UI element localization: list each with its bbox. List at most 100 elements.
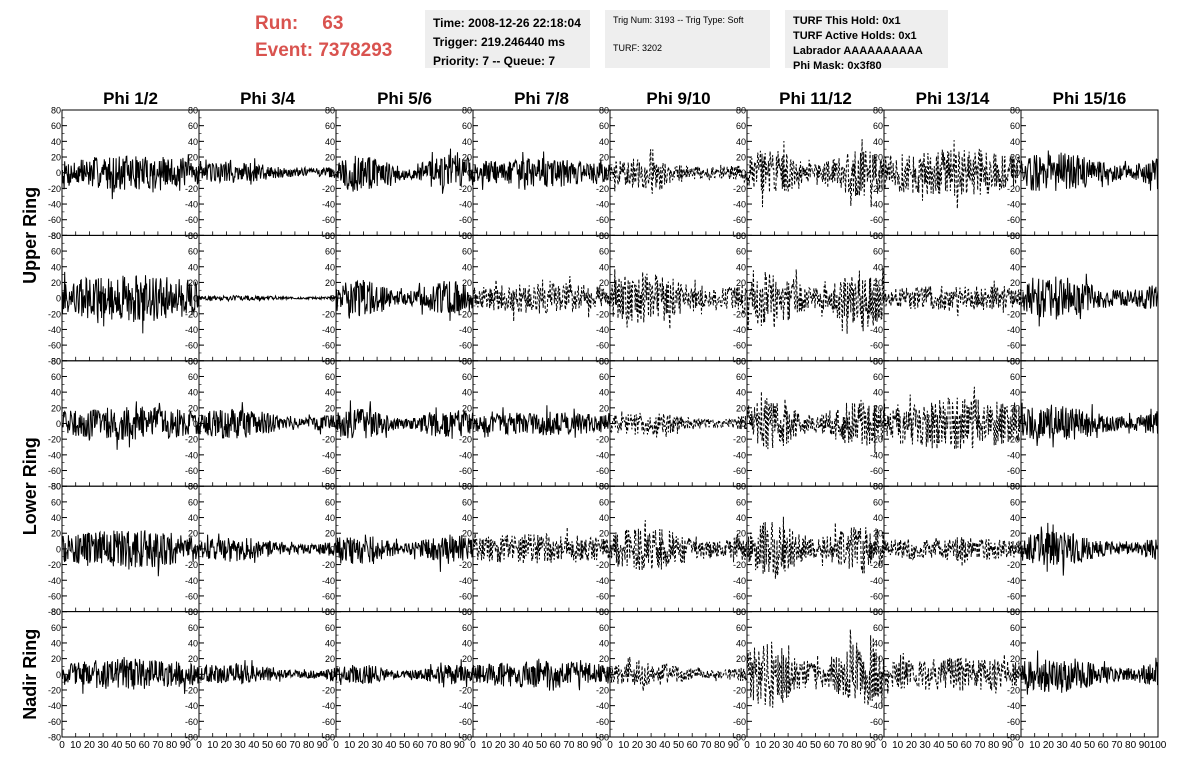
waveform-r4-c2 (198, 533, 337, 563)
y-tick-label-r2-c8: 60 (1010, 247, 1020, 257)
y-tick-label-r2-c5: 60 (599, 247, 609, 257)
y-tick-label-r4-c4: -40 (459, 576, 472, 586)
y-tick-label-r1-c8: 40 (1010, 137, 1020, 147)
x-tick-label-c7: 80 (988, 740, 1000, 751)
x-tick-label-c1: 50 (125, 740, 137, 751)
waveform-r1-c2 (198, 158, 336, 185)
y-tick-label-r4-c4: 80 (462, 482, 472, 492)
y-tick-label-r1-c2: 60 (188, 121, 198, 131)
y-tick-label-r4-c6: 80 (736, 482, 746, 492)
y-tick-label-r2-c1: -60 (48, 341, 61, 351)
x-tick-label-c7: 0 (881, 740, 887, 751)
y-tick-label-r5-c2: 20 (188, 654, 198, 664)
y-tick-label-r5-c8: -60 (1007, 717, 1020, 727)
y-tick-label-r3-c7: 40 (873, 388, 883, 398)
y-tick-label-r5-c7: -60 (870, 717, 883, 727)
y-tick-label-r3-c8: 0 (1015, 419, 1020, 429)
y-tick-label-r3-c6: 20 (736, 403, 746, 413)
y-tick-label-r5-c7: -80 (870, 733, 883, 743)
y-tick-label-r2-c4: -20 (459, 309, 472, 319)
y-tick-label-r5-c8: -80 (1007, 733, 1020, 743)
x-tick-label-c8: 90 (1139, 740, 1151, 751)
y-tick-label-r3-c1: 60 (51, 372, 61, 382)
x-tick-label-c7: 70 (974, 740, 986, 751)
y-tick-label-r3-c6: 80 (736, 356, 746, 366)
y-tick-label-r5-c7: 80 (873, 607, 883, 617)
y-tick-label-r5-c1: 20 (51, 654, 61, 664)
y-tick-label-r5-c2: -20 (185, 685, 198, 695)
x-tick-label-c4: 70 (563, 740, 575, 751)
x-tick-label-c7: 60 (961, 740, 973, 751)
y-tick-label-r5-c7: 0 (878, 670, 883, 680)
y-tick-label-r3-c2: -40 (185, 450, 198, 460)
y-tick-label-r4-c4: 0 (467, 544, 472, 554)
y-tick-label-r3-c1: -60 (48, 466, 61, 476)
y-tick-label-r2-c2: -60 (185, 341, 198, 351)
y-tick-label-r5-c7: 20 (873, 654, 883, 664)
y-tick-label-r3-c2: 20 (188, 403, 198, 413)
waveform-r4-c8 (1020, 522, 1159, 576)
y-tick-label-r2-c5: 0 (604, 294, 609, 304)
y-tick-label-r4-c7: -60 (870, 591, 883, 601)
y-tick-label-r1-c1: -40 (48, 200, 61, 210)
x-tick-label-c1: 20 (84, 740, 96, 751)
y-tick-label-r2-c1: -20 (48, 309, 61, 319)
y-tick-label-r2-c8: -40 (1007, 325, 1020, 335)
x-tick-label-c3: 30 (372, 740, 384, 751)
y-tick-label-r3-c7: 80 (873, 356, 883, 366)
y-tick-label-r4-c5: 0 (604, 544, 609, 554)
y-tick-label-r2-c5: -20 (596, 309, 609, 319)
y-tick-label-r2-c6: 80 (736, 231, 746, 241)
y-tick-label-r5-c8: 20 (1010, 654, 1020, 664)
y-tick-label-r2-c2: -40 (185, 325, 198, 335)
y-tick-label-r1-c5: 40 (599, 137, 609, 147)
y-tick-label-r4-c5: 60 (599, 497, 609, 507)
waveform-r2-c3 (335, 279, 474, 321)
y-tick-label-r1-c7: -40 (870, 200, 883, 210)
x-tick-label-c5: 10 (618, 740, 630, 751)
x-tick-label-c2: 10 (207, 740, 219, 751)
y-tick-label-r4-c1: 80 (51, 482, 61, 492)
waveform-r5-c4 (472, 658, 611, 691)
event-label: Event: (255, 40, 314, 61)
y-tick-label-r2-c5: -40 (596, 325, 609, 335)
y-tick-label-r2-c5: 40 (599, 262, 609, 272)
y-tick-label-r3-c3: -60 (322, 466, 335, 476)
y-tick-label-r1-c7: 20 (873, 153, 883, 163)
y-tick-label-r4-c8: -40 (1007, 576, 1020, 586)
y-tick-label-r3-c5: 20 (599, 403, 609, 413)
y-tick-label-r2-c8: -20 (1007, 309, 1020, 319)
y-tick-label-r2-c6: -20 (733, 309, 746, 319)
y-tick-label-r5-c4: -20 (459, 685, 472, 695)
y-tick-label-r2-c6: 40 (736, 262, 746, 272)
x-tick-label-c2: 90 (317, 740, 329, 751)
waveform-r4-c6 (746, 516, 885, 579)
y-tick-label-r3-c8: 60 (1010, 372, 1020, 382)
x-tick-label-c4: 60 (550, 740, 562, 751)
x-tick-label-c6: 40 (796, 740, 808, 751)
y-tick-label-r5-c6: -40 (733, 701, 746, 711)
y-tick-label-r1-c4: 0 (467, 168, 472, 178)
y-tick-label-r2-c3: 20 (325, 278, 335, 288)
y-tick-label-r3-c6: -20 (733, 435, 746, 445)
x-tick-label-c5: 0 (607, 740, 613, 751)
y-tick-label-r2-c7: 0 (878, 294, 883, 304)
y-tick-label-r4-c4: 20 (462, 529, 472, 539)
row-label-lower-ring: Lower Ring (20, 437, 40, 535)
y-tick-label-r1-c3: -60 (322, 215, 335, 225)
y-tick-label-r3-c6: 40 (736, 388, 746, 398)
y-tick-label-r1-c1: 80 (51, 106, 61, 116)
x-tick-label-c5: 20 (632, 740, 644, 751)
y-tick-label-r3-c5: 0 (604, 419, 609, 429)
waveform-r3-c4 (472, 405, 611, 438)
y-tick-label-r4-c3: 80 (325, 482, 335, 492)
x-tick-label-c7: 90 (1002, 740, 1014, 751)
y-tick-label-r4-c3: 60 (325, 497, 335, 507)
y-tick-label-r5-c2: 40 (188, 638, 198, 648)
y-tick-label-r4-c1: 60 (51, 497, 61, 507)
y-tick-label-r4-c3: -20 (322, 560, 335, 570)
y-tick-label-r2-c7: -40 (870, 325, 883, 335)
y-tick-label-r4-c6: -60 (733, 591, 746, 601)
y-tick-label-r2-c4: -60 (459, 341, 472, 351)
y-tick-label-r5-c2: 80 (188, 607, 198, 617)
